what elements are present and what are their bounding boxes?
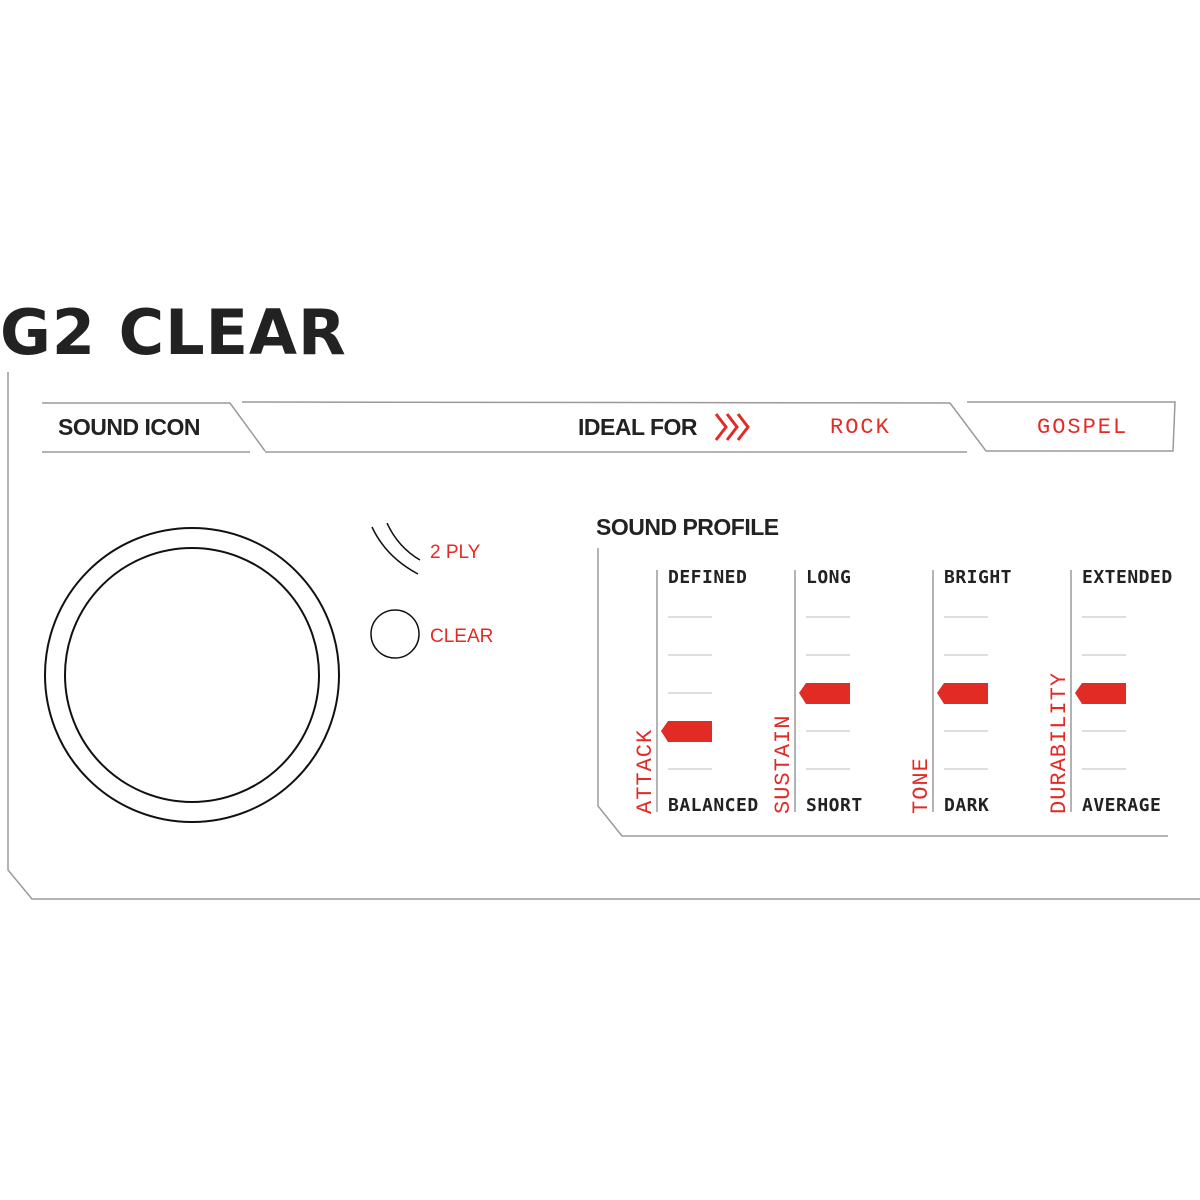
drumhead-icon: [44, 527, 340, 823]
product-title: G2 CLEAR: [0, 296, 347, 369]
slider-top-label: LONG: [806, 567, 852, 588]
genre-rock: ROCK: [830, 415, 891, 440]
slider-marker: [661, 721, 712, 742]
triple-chevron-right-icon: [714, 413, 750, 441]
sound-profile-heading: SOUND PROFILE: [596, 514, 779, 540]
slider-marker: [1075, 683, 1126, 704]
ideal-for-heading: IDEAL FOR: [578, 414, 698, 440]
legend-2ply-label: 2 PLY: [430, 542, 481, 563]
slider-name: SUSTAIN: [771, 714, 796, 814]
slider-top-label: DEFINED: [668, 567, 748, 588]
slider-name: TONE: [909, 757, 934, 814]
slider-marker: [799, 683, 850, 704]
slider-bottom-label: BALANCED: [668, 795, 759, 816]
slider-marker: [937, 683, 988, 704]
slider-name: ATTACK: [633, 728, 658, 814]
slider-bottom-label: SHORT: [806, 795, 863, 816]
slider-bottom-label: DARK: [944, 795, 990, 816]
legend-clear-label: CLEAR: [430, 626, 494, 647]
slider-top-label: EXTENDED: [1082, 567, 1173, 588]
sound-icon-heading: SOUND ICON: [58, 414, 200, 440]
slider-top-label: BRIGHT: [944, 567, 1013, 588]
slider-name: DURABILITY: [1047, 671, 1072, 814]
genre-gospel: GOSPEL: [1037, 415, 1129, 440]
circle-icon: [370, 609, 420, 659]
double-arc-icon: [371, 522, 421, 575]
slider-bottom-label: AVERAGE: [1082, 795, 1162, 816]
